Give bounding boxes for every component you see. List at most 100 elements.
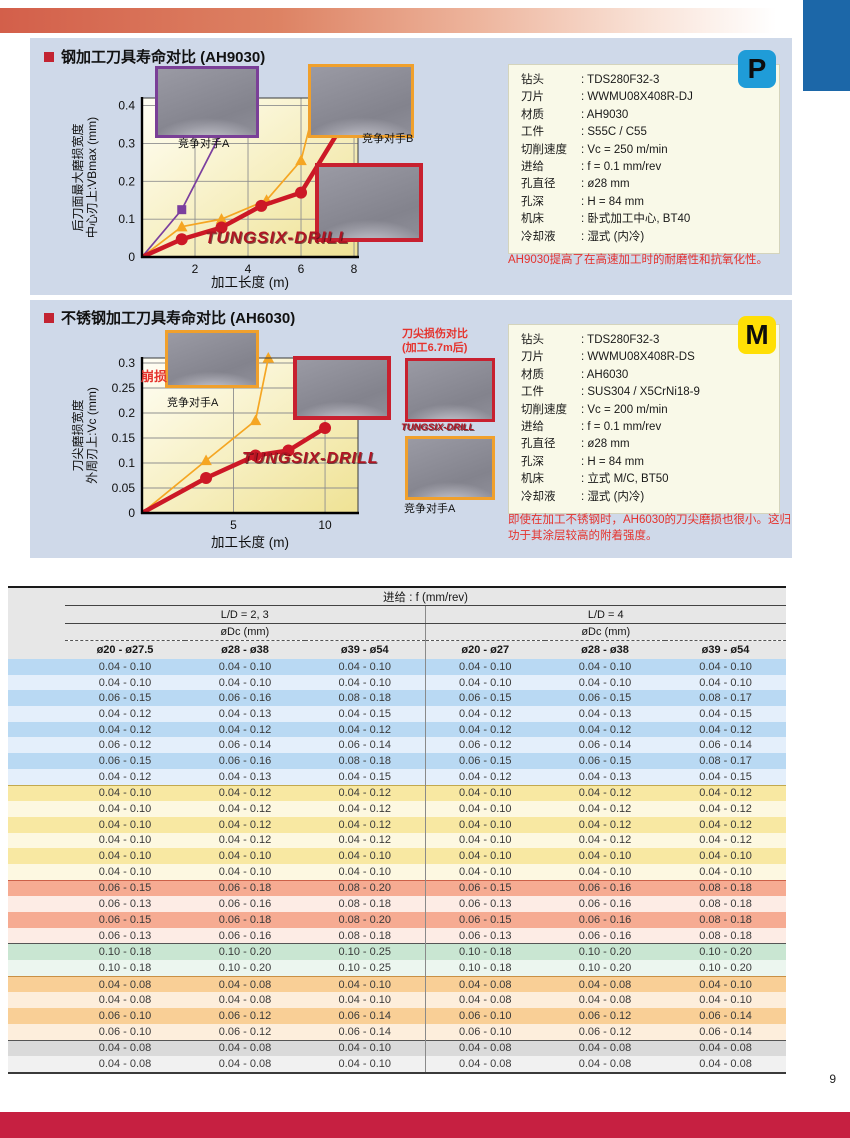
y-axis-label: 后刀面最大磨损宽度中心刃上:VBmax (mm): [70, 117, 99, 238]
panel1-note: AH9030提高了在高速加工时的耐磨性和抗氧化性。: [508, 254, 769, 266]
spec-row: 工件: SUS304 / X5CrNi18-9: [521, 384, 779, 401]
table-row: 0.04 - 0.10 0.04 - 0.12 0.04 - 0.12 0.04 - …: [8, 832, 787, 849]
feed-value-cell: 0.04 - 0.15: [699, 707, 752, 720]
spec-value: : AH6030: [581, 368, 629, 381]
feed-value-cell: 0.06 - 0.16: [218, 692, 272, 705]
circle-marker: [215, 221, 228, 234]
spec-value: : WWMU08X408R-DJ: [581, 91, 693, 104]
y-tick-label: 0.25: [112, 381, 136, 395]
spec-label: 孔深: [521, 455, 544, 468]
feed-value-cell: 0.06 - 0.14: [338, 1009, 392, 1022]
feed-value-cell: 0.04 - 0.08: [578, 994, 632, 1007]
feed-value-cell: 0.06 - 0.13: [98, 929, 152, 942]
feed-value-cell: 0.04 - 0.08: [98, 994, 152, 1007]
feed-value-cell: 0.04 - 0.10: [424, 674, 545, 691]
triangle-marker: [295, 154, 307, 166]
spec-value: : TDS280F32-3: [581, 334, 660, 346]
iso-p-badge: P: [738, 50, 776, 88]
row-gutter: [8, 785, 65, 801]
spec-value: : Vc = 250 m/min: [581, 143, 668, 156]
feed-value-cell: 0.04 - 0.10: [98, 865, 152, 878]
feed-value-cell: 0.04 - 0.10: [699, 660, 752, 673]
table-row: 0.04 - 0.10 0.04 - 0.12 0.04 - 0.12 0.04 - …: [8, 801, 787, 817]
feed-value-cell: 0.04 - 0.12: [699, 834, 752, 847]
feed-value-cell: 0.04 - 0.08: [578, 1042, 632, 1055]
spec-row: 切削速度: Vc = 250 m/min: [521, 142, 779, 159]
feed-value-cell: 0.04 - 0.08: [699, 1042, 752, 1055]
feed-value-cell: 0.04 - 0.10: [218, 865, 272, 878]
feed-value-cell: 0.04 - 0.10: [424, 848, 545, 864]
table-row: 0.10 - 0.18 0.10 - 0.20 0.10 - 0.25 0.10 - …: [8, 960, 787, 977]
diameter-col-header: ø20 - ø27: [424, 640, 545, 659]
table-row: 0.04 - 0.10 0.04 - 0.10 0.04 - 0.10 0.04 - …: [8, 863, 787, 881]
triangle-marker: [215, 213, 228, 224]
feed-value-cell: 0.08 - 0.18: [338, 692, 392, 705]
spec-row: 进给: f = 0.1 mm/rev: [521, 419, 779, 436]
header-gutter: [8, 587, 65, 659]
feed-value-cell: 0.08 - 0.17: [699, 754, 752, 767]
diameter-col-header: ø39 - ø54: [665, 640, 787, 659]
row-gutter: [8, 659, 65, 675]
feed-value-cell: 0.04 - 0.10: [338, 1058, 392, 1071]
table-row: 0.04 - 0.12 0.04 - 0.13 0.04 - 0.15 0.04 - …: [8, 706, 787, 722]
table-row: 0.04 - 0.08 0.04 - 0.08 0.04 - 0.10 0.04 - …: [8, 976, 787, 993]
competitor-a-label: 竞争对手A: [404, 503, 456, 515]
table-row: 0.04 - 0.08 0.04 - 0.08 0.04 - 0.10 0.04 - …: [8, 992, 787, 1009]
feed-value-cell: 0.08 - 0.18: [338, 898, 392, 911]
feed-value-cell: 0.06 - 0.15: [578, 754, 632, 767]
feed-value-cell: 0.04 - 0.08: [98, 1042, 152, 1055]
spec-row: 孔深: H = 84 mm: [521, 194, 779, 211]
feed-value-cell: 0.04 - 0.10: [218, 676, 272, 689]
cutting-conditions-box: 钻头: TDS280F32-3 刀片: WWMU08X408R-DJ 材质: AH9…: [508, 64, 780, 255]
feed-value-cell: 0.06 - 0.16: [218, 929, 272, 942]
circle-marker: [249, 449, 262, 462]
triangle-marker: [262, 352, 275, 363]
square-marker: [177, 205, 187, 215]
feed-value-cell: 0.04 - 0.10: [218, 660, 272, 673]
table-header-row: L/D = 2, 3 L/D = 4: [8, 605, 787, 624]
feed-value-cell: 0.04 - 0.12: [338, 818, 392, 831]
corner-blue-tab: [803, 0, 850, 91]
feed-value-cell: 0.06 - 0.15: [424, 880, 545, 897]
feed-value-cell: 0.04 - 0.08: [424, 992, 545, 1009]
feed-value-cell: 0.06 - 0.16: [578, 929, 632, 942]
feed-value-cell: 0.06 - 0.12: [578, 1025, 632, 1038]
spec-value: : f = 0.1 mm/rev: [581, 161, 662, 174]
y-tick-label: 0.1: [118, 212, 135, 226]
feed-value-cell: 0.04 - 0.10: [699, 850, 752, 863]
y-tick-label: 0.15: [112, 431, 136, 445]
feed-value-cell: 0.06 - 0.15: [98, 882, 152, 895]
feed-value-cell: 0.06 - 0.13: [424, 927, 545, 944]
feed-header: 进给 : f (mm/rev): [65, 587, 787, 606]
spec-row: 材质: AH9030: [521, 107, 779, 124]
spec-label: 进给: [521, 161, 544, 174]
y-tick-label: 0: [128, 250, 135, 264]
feed-value-cell: 0.04 - 0.12: [699, 723, 752, 736]
row-gutter: [8, 675, 65, 691]
feed-value-cell: 0.06 - 0.16: [578, 898, 632, 911]
spec-row: 刀片: WWMU08X408R-DS: [521, 349, 779, 366]
table-row: 0.10 - 0.18 0.10 - 0.20 0.10 - 0.25 0.10 - …: [8, 943, 787, 961]
spec-label: 材质: [521, 108, 544, 121]
spec-value: : WWMU08X408R-DS: [581, 351, 695, 364]
row-gutter: [8, 912, 65, 928]
y-tick-label: 0.3: [118, 136, 135, 150]
feed-value-cell: 0.04 - 0.10: [578, 850, 632, 863]
feed-value-cell: 0.04 - 0.12: [218, 723, 272, 736]
feed-value-cell: 0.04 - 0.08: [218, 994, 272, 1007]
feed-value-cell: 0.04 - 0.12: [338, 787, 392, 800]
feed-value-cell: 0.04 - 0.10: [338, 994, 392, 1007]
feed-value-cell: 0.04 - 0.15: [338, 707, 392, 720]
feed-value-cell: 0.04 - 0.10: [578, 676, 632, 689]
competitor-a-tip-photo: [405, 436, 495, 500]
spec-value: : 卧式加工中心, BT40: [581, 213, 691, 226]
circle-marker: [200, 472, 213, 484]
spec-label: 机床: [521, 213, 544, 226]
feed-value-cell: 0.04 - 0.10: [578, 865, 632, 878]
feed-value-cell: 0.06 - 0.14: [338, 1025, 392, 1038]
feed-value-cell: 0.10 - 0.18: [424, 960, 545, 977]
feed-value-cell: 0.04 - 0.15: [699, 770, 752, 783]
y-tick-label: 0.3: [118, 356, 135, 370]
diameter-col-header: ø28 - ø38: [545, 640, 665, 659]
spec-label: 材质: [521, 368, 544, 381]
